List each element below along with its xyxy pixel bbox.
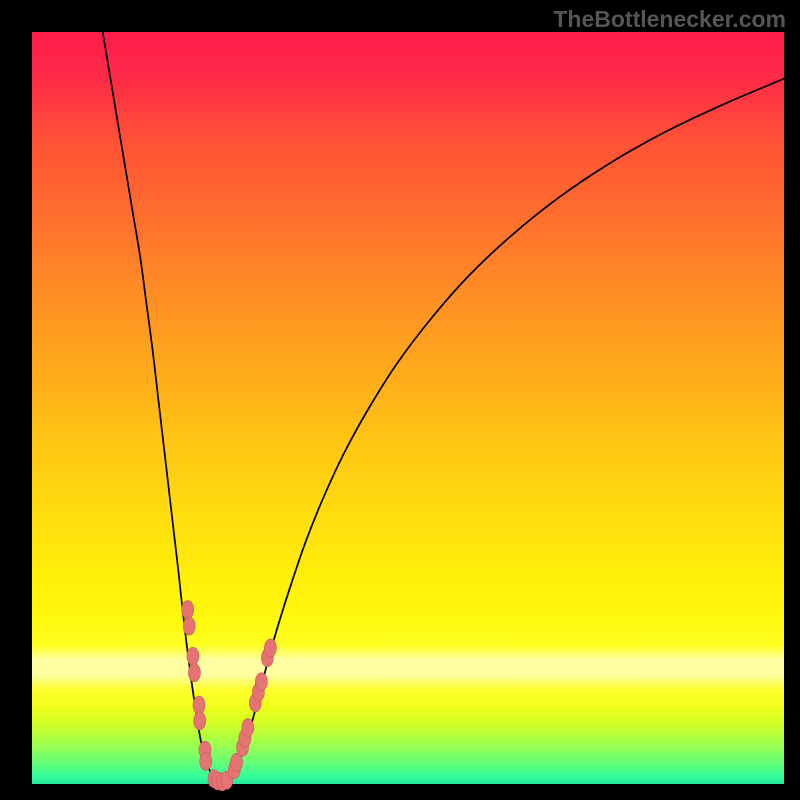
curve-marker <box>188 664 200 682</box>
marker-layer <box>182 601 277 791</box>
curve-marker <box>183 617 195 635</box>
curve-marker <box>200 752 212 770</box>
curve-marker <box>242 719 254 737</box>
plot-area <box>32 32 784 784</box>
bottleneck-chart: TheBottlenecker.com <box>0 0 800 800</box>
watermark-text: TheBottlenecker.com <box>553 6 786 33</box>
curve-marker <box>264 639 276 657</box>
bottleneck-curve <box>103 32 784 783</box>
curve-layer <box>32 32 784 784</box>
curve-marker <box>187 647 199 665</box>
curve-marker <box>255 673 267 691</box>
curve-marker <box>182 601 194 619</box>
curve-marker <box>193 696 205 714</box>
curve-marker <box>194 712 206 730</box>
